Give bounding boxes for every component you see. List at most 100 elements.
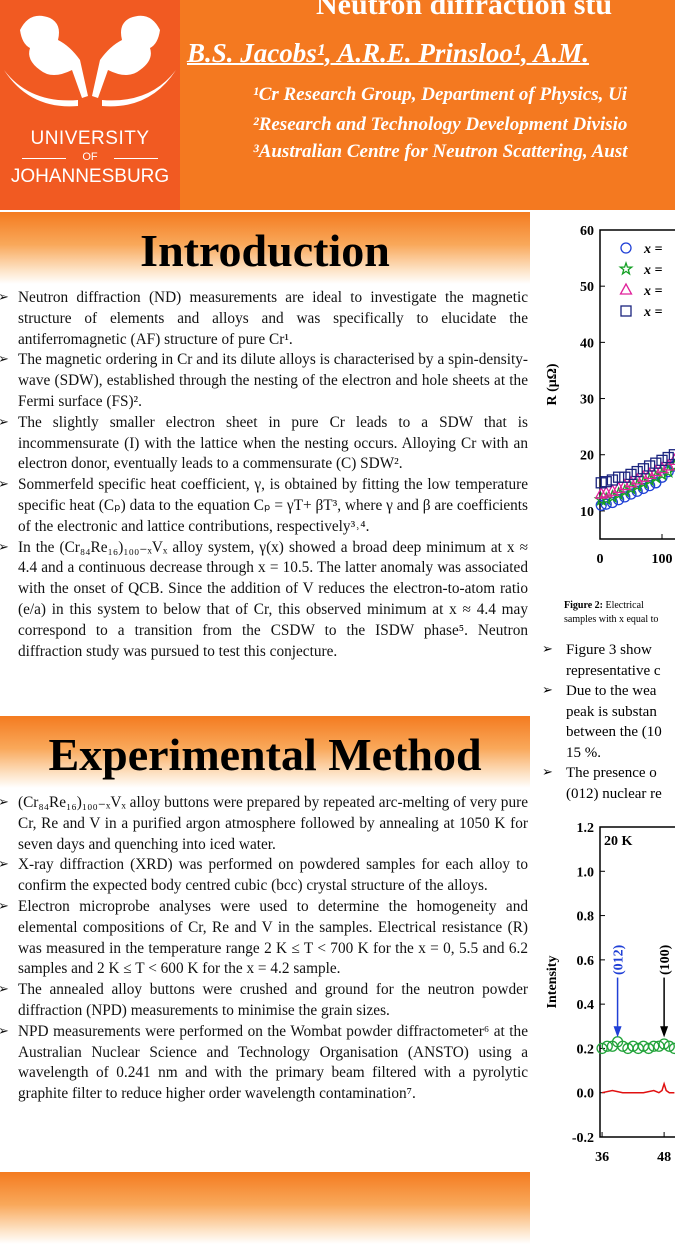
y-tick-label: 0.4 (577, 998, 595, 1013)
bullet: The presence o (012) nuclear re (542, 763, 662, 804)
marker (600, 498, 612, 510)
bullet: Electron microprobe analyses were used t… (0, 897, 528, 980)
marker (642, 1042, 655, 1055)
data-line (601, 1081, 675, 1094)
marker (662, 451, 674, 464)
arrow-head (660, 1026, 669, 1038)
bullet: In the (Cr₈₄Re₁₆)₁₀₀₋ₓVₓ alloy system, γ… (0, 538, 528, 663)
bullet: The annealed alloy buttons were crushed … (0, 980, 528, 1022)
marker (601, 1040, 613, 1052)
y-tick-label: 20 (580, 449, 594, 464)
marker (600, 476, 612, 488)
marker (612, 471, 625, 483)
y-axis-label: Intensity (545, 956, 560, 1009)
marker (637, 463, 650, 475)
bullet-line: The presence o (566, 765, 657, 781)
marker (643, 460, 656, 472)
logo-text: JOHANNESBURG (10, 166, 170, 187)
marker (605, 483, 619, 496)
y-tick-label: 10 (580, 505, 594, 520)
logo-text: OF (82, 151, 98, 163)
y-tick-label: 0.8 (577, 910, 595, 925)
plot-frame (599, 826, 675, 1138)
annotation: (012) (612, 944, 627, 975)
marker (625, 468, 637, 481)
arrow-head (613, 1026, 622, 1038)
bullet-line: Due to the wea (566, 683, 657, 699)
y-tick-label: 60 (580, 224, 594, 239)
bullet-line: representative c (566, 662, 661, 679)
y-tick-label: 40 (580, 336, 594, 351)
legend-label: x = (643, 263, 663, 278)
annotation: 20 K (604, 834, 633, 849)
section-title: Experimental Method (48, 729, 482, 780)
poster: UNIVERSITY OF JOHANNESBURG Neutron diffr… (0, 0, 675, 1200)
chart: 10 20 30 40 50 60 0 100 R (μΩ) x = x = x = x = (545, 224, 675, 567)
logo-text: UNIVERSITY (30, 128, 150, 149)
bullet-line: Figure 3 show (566, 642, 652, 658)
logo-birds (4, 15, 176, 107)
bullet: (Cr₈₄Re₁₆)₁₀₀₋ₓVₓ alloy buttons were pre… (0, 793, 528, 855)
marker (595, 499, 607, 511)
affiliation: ³Australian Centre for Neutron Scatterin… (253, 141, 628, 162)
marker (648, 1040, 660, 1052)
bullet-line: between the (10 (566, 724, 662, 740)
marker (618, 260, 634, 276)
bullet: Figure 3 show representative c (542, 640, 662, 681)
bullet: Sommerfeld specific heat coefficient, γ,… (0, 475, 528, 537)
marker (619, 282, 633, 295)
bullet-list: (Cr₈₄Re₁₆)₁₀₀₋ₓVₓ alloy buttons were pre… (0, 793, 528, 1105)
marker (594, 486, 608, 499)
figure-caption: Figure 2: Electrical (564, 600, 644, 611)
bullet: The slightly smaller electron sheet in p… (0, 413, 528, 475)
y-tick-label: 30 (580, 393, 594, 408)
marker (618, 478, 632, 491)
marker (650, 457, 662, 469)
annotation: (100) (658, 944, 673, 975)
logo: UNIVERSITY OF JOHANNESBURG (0, 0, 180, 210)
caption-text: Electrical (605, 600, 644, 611)
section-title: Introduction (140, 225, 390, 276)
authors: B.S. Jacobs¹, A.R.E. Prinsloo¹, A.M. (187, 38, 590, 68)
affiliation: ²Research and Technology Development Div… (253, 114, 628, 135)
y-tick-label: 0.0 (577, 1087, 595, 1102)
x-tick-label: 36 (595, 1150, 609, 1165)
y-tick-label: 1.2 (577, 821, 595, 836)
section-bar (0, 716, 530, 788)
bullet-line: 15 %. (566, 744, 601, 761)
bullet: NPD measurements were performed on the W… (0, 1022, 528, 1105)
legend-label: x = (643, 284, 663, 299)
y-tick-label: 0.6 (577, 954, 595, 969)
x-tick-label: 0 (597, 552, 604, 567)
section-bar (0, 1172, 530, 1244)
legend-label: x = (643, 242, 663, 257)
marker (619, 471, 631, 483)
chart: -0.2 0.0 0.2 0.4 0.6 0.8 1.0 1.2 36 48 Intensity 20… (545, 821, 675, 1165)
affiliation: ¹Cr Research Group, Department of Physic… (253, 84, 628, 105)
caption-label: Figure 2: (564, 600, 603, 611)
marker (620, 305, 632, 317)
bullet: Neutron diffraction (ND) measurements ar… (0, 288, 528, 350)
y-tick-label: -0.2 (572, 1131, 594, 1146)
x-tick-label: 100 (652, 552, 673, 567)
legend-label: x = (643, 305, 663, 320)
marker (668, 1042, 675, 1055)
poster-title: Neutron diffraction stu (316, 0, 613, 21)
bullet-list: Figure 3 show representative c Due to the … (542, 640, 662, 804)
marker (631, 465, 643, 478)
bullet-line: peak is substan (566, 703, 657, 720)
marker (668, 449, 675, 461)
y-tick-label: 1.0 (577, 865, 595, 880)
y-tick-label: 50 (580, 280, 594, 295)
marker (606, 474, 619, 486)
y-axis-label: R (μΩ) (545, 363, 560, 405)
bullet-line: (012) nuclear re (566, 785, 662, 802)
marker (620, 242, 632, 254)
section-bar (0, 212, 530, 284)
marker (658, 1038, 670, 1050)
y-tick-label: 0.2 (577, 1042, 595, 1057)
right-column: 10 20 30 40 50 60 0 100 R (μΩ) x = x = x = x = Figur… (540, 0, 675, 1200)
marker (663, 1040, 675, 1052)
marker (656, 454, 668, 466)
marker (596, 1042, 608, 1055)
